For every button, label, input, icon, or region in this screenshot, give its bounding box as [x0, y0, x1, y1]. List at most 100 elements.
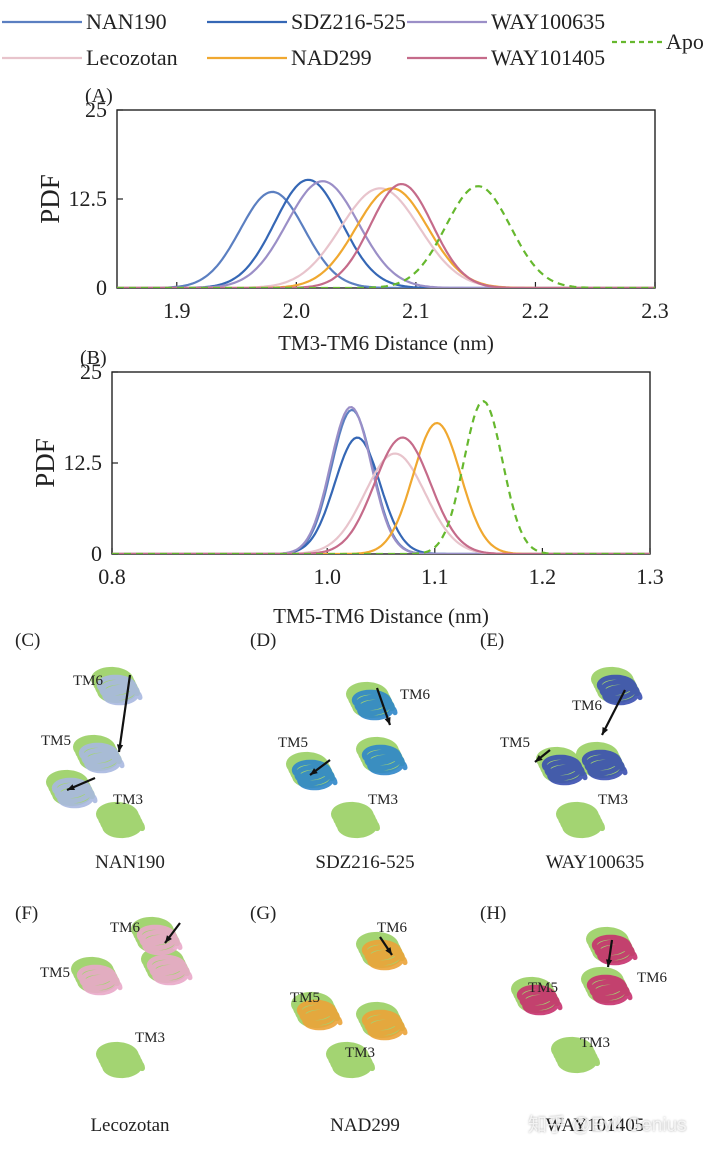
- helix-ribbon: [596, 674, 643, 706]
- legend-item: WAY101405: [407, 45, 605, 70]
- x-axis-label: TM5-TM6 Distance (nm): [273, 604, 489, 628]
- arrow-head: [605, 959, 613, 967]
- helix-ribbon: [361, 939, 408, 971]
- helix-label-tm3: TM3: [580, 1035, 610, 1051]
- y-tick-label: 25: [85, 97, 107, 122]
- y-axis-label: PDF: [30, 438, 60, 488]
- helix-label-tm5: TM5: [40, 965, 70, 981]
- helix-ribbon: [581, 749, 628, 781]
- helix-ribbon: [78, 742, 125, 774]
- chart-tm3-tm6: (A) 0 12.5 25 1.9 2.0 2.1 2.2 2.3 TM3-TM6 Distanc…: [35, 85, 669, 355]
- series-line-lecozotan: [112, 452, 650, 554]
- helix-label-tm5: TM5: [278, 735, 308, 751]
- legend-item: NAD299: [207, 45, 372, 70]
- y-tick-label: 0: [96, 275, 107, 300]
- helix-label-tm6: TM6: [572, 698, 602, 714]
- legend-label: NAN190: [86, 9, 167, 34]
- x-tick-label: 2.0: [283, 298, 311, 323]
- helix-ribbon: [95, 1041, 145, 1079]
- x-axis-label: TM3-TM6 Distance (nm): [278, 331, 494, 355]
- helix-ribbon: [291, 759, 338, 791]
- x-tick-label: 1.0: [313, 564, 341, 589]
- helix-ribbon: [361, 1009, 408, 1041]
- structure-panel-nan190: (C) TM6 TM5 TM3 NAN190: [15, 630, 215, 880]
- x-tick-label: 1.1: [421, 564, 449, 589]
- helix-ribbon: [95, 801, 145, 839]
- series-line-lecozotan: [117, 187, 655, 288]
- series-line-nan190: [112, 408, 650, 554]
- x-tick-label: 1.9: [163, 298, 191, 323]
- structure-caption: Lecozotan: [90, 1115, 170, 1136]
- displacement-arrow: [601, 689, 626, 736]
- plot-frame: [116, 109, 656, 289]
- helix-label-tm3: TM3: [345, 1045, 375, 1061]
- arrow-head: [385, 947, 392, 955]
- chart-tm5-tm6: (B) 0 12.5 25 0.8 1.0 1.1 1.2 1.3 TM5-TM6 Distanc…: [30, 347, 664, 628]
- structure-panel-nad299: (G) TM6 TM5 TM3 NAD299: [250, 895, 450, 1145]
- y-axis-label: PDF: [35, 174, 65, 224]
- structure-caption: WAY101405: [545, 1115, 645, 1136]
- arrow-head: [67, 784, 75, 790]
- structure-caption: WAY100635: [545, 852, 645, 873]
- panel-label: (G): [250, 903, 277, 924]
- x-tick-label: 2.2: [522, 298, 550, 323]
- helix-ribbon: [296, 999, 343, 1031]
- x-tick-label: 1.3: [636, 564, 664, 589]
- series-line-way101405: [112, 436, 650, 554]
- legend-label: WAY101405: [491, 45, 605, 70]
- helix-ribbon: [550, 1036, 600, 1074]
- legend-label: Apo: [666, 29, 704, 54]
- series-line-sdz216-525: [112, 436, 650, 554]
- helix-ribbon: [516, 984, 563, 1016]
- panel-label: (D): [250, 630, 277, 651]
- legend-label: Lecozotan: [86, 45, 178, 70]
- panel-label: (B): [80, 347, 107, 369]
- structure-panel-way101405: (H) TM5 TM6 TM3 WAY101405: [480, 895, 680, 1145]
- x-tick-label: 2.3: [641, 298, 669, 323]
- structure-caption: NAD299: [330, 1115, 400, 1136]
- x-tick-label: 2.1: [402, 298, 430, 323]
- displacement-arrow: [117, 674, 132, 753]
- structure-panel-way100635: (E) TM6 TM5 TM3 WAY100635: [480, 630, 680, 880]
- protein-structure: [285, 681, 408, 839]
- helix-label-tm6: TM6: [73, 673, 103, 689]
- y-tick-label: 0: [91, 541, 102, 566]
- helix-ribbon: [96, 674, 143, 706]
- helix-label-tm3: TM3: [598, 792, 628, 808]
- protein-structure: [70, 916, 193, 1079]
- structure-caption: SDZ216-525: [315, 852, 415, 873]
- arrow-head: [602, 727, 609, 735]
- protein-structure: [290, 931, 408, 1079]
- helix-ribbon: [361, 744, 408, 776]
- y-tick-label: 12.5: [69, 186, 108, 211]
- arrow-head: [116, 744, 124, 752]
- series-line-apo: [112, 399, 650, 554]
- helix-label-tm3: TM3: [135, 1030, 165, 1046]
- helix-ribbon: [325, 1041, 375, 1079]
- helix-label-tm6: TM6: [377, 920, 407, 936]
- helix-label-tm5: TM5: [500, 735, 530, 751]
- arrow-head: [384, 717, 391, 725]
- chart-legend: NAN190 SDZ216-525 WAY100635 Lecozotan NAD299…: [2, 9, 704, 70]
- arrow-head: [310, 768, 318, 775]
- legend-label: SDZ216-525: [291, 9, 406, 34]
- panel-label: (H): [480, 903, 507, 924]
- watermark: 知乎 @Evil Genius: [528, 1115, 687, 1136]
- helix-ribbon: [76, 964, 123, 996]
- helix-ribbon: [51, 777, 98, 809]
- helix-ribbon: [586, 974, 633, 1006]
- helix-ribbon: [330, 801, 380, 839]
- arrow-head: [165, 935, 172, 943]
- y-tick-label: 12.5: [64, 450, 103, 475]
- series-line-nad299: [112, 421, 650, 554]
- structure-caption: NAN190: [95, 852, 165, 873]
- protein-structure: [534, 666, 643, 839]
- helix-ribbon: [591, 934, 638, 966]
- legend-label: WAY100635: [491, 9, 605, 34]
- helix-label-tm6: TM6: [110, 920, 140, 936]
- series-line-nan190: [117, 190, 655, 288]
- helix-label-tm3: TM3: [368, 792, 398, 808]
- structure-panel-lecozotan: (F) TM6 TM5 TM3 Lecozotan: [15, 895, 215, 1145]
- arrow-head: [535, 754, 543, 762]
- panel-label: (A): [85, 85, 113, 107]
